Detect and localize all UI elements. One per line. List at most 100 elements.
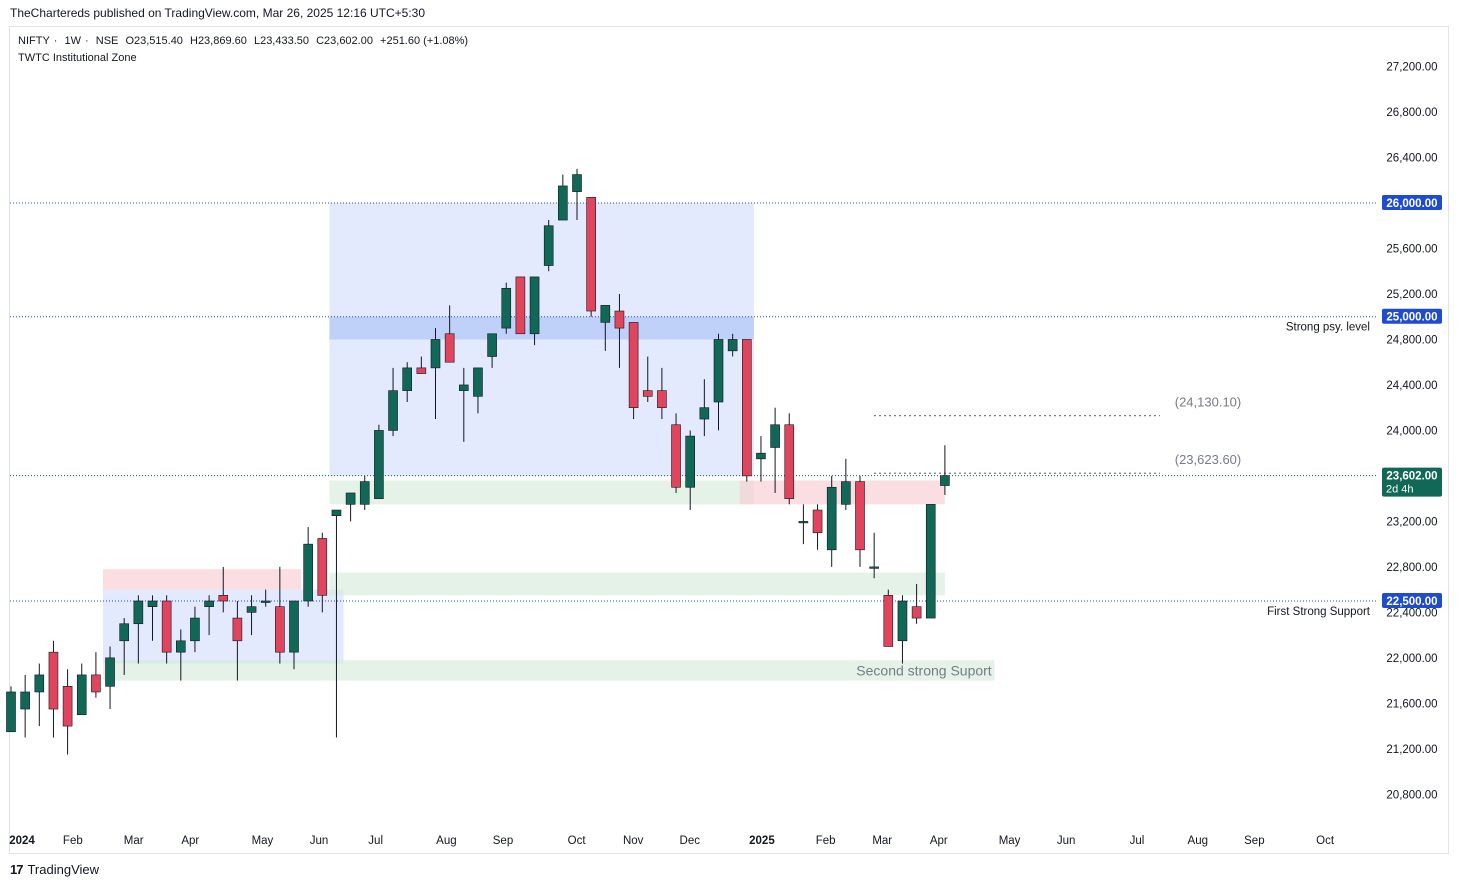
y-tick-label: 22,400.00 — [1386, 607, 1437, 619]
zone-red — [102, 569, 302, 590]
price-badge-label: 25,000.00 — [1386, 312, 1437, 324]
price-badge — [1382, 195, 1442, 210]
candle-body — [855, 481, 865, 551]
x-tick-label: 2025 — [749, 835, 775, 847]
x-tick-label: Aug — [436, 835, 456, 847]
indicator-legend[interactable]: TWTC Institutional Zone — [18, 52, 137, 64]
candle-body — [331, 509, 342, 517]
y-tick-label: 23,200.00 — [1386, 516, 1437, 528]
ohlc-open: O23,515.40 — [125, 35, 183, 47]
price-change: +251.60 (+1.08%) — [380, 35, 469, 47]
candle-body — [741, 339, 752, 477]
brand-name: TradingView — [27, 862, 100, 877]
candle-body — [374, 430, 384, 499]
x-tick-label: Sep — [493, 835, 513, 847]
zone-green — [329, 572, 945, 596]
candle-body — [62, 685, 73, 727]
candle-body — [487, 333, 497, 357]
x-tick-label: Dec — [680, 835, 701, 847]
x-tick-label: Jul — [368, 835, 383, 847]
candle-body — [458, 384, 469, 391]
candle-body — [289, 600, 299, 653]
candle-body — [897, 600, 908, 642]
zone-label: Second strong Suport — [856, 662, 992, 678]
x-tick-label: Jun — [310, 835, 329, 847]
candle-body — [119, 623, 129, 642]
y-tick-label: 27,200.00 — [1386, 62, 1437, 74]
last-price-label: 23,602.00 — [1386, 471, 1437, 483]
x-tick-label: Feb — [63, 835, 83, 847]
last-price-badge — [1382, 467, 1442, 497]
tradingview-logo-icon: 17 — [10, 862, 24, 877]
candle-body — [671, 424, 681, 488]
symbol-name[interactable]: NIFTY — [18, 35, 50, 47]
interval[interactable]: 1W — [64, 35, 82, 47]
y-tick-label: 21,600.00 — [1386, 698, 1437, 710]
candle-body — [713, 339, 724, 403]
candle-body — [430, 339, 441, 369]
candle-body — [218, 595, 229, 602]
level-note: First Strong Support — [1267, 606, 1371, 618]
projection-label: (23,623.60) — [1175, 452, 1242, 467]
candle-body — [20, 691, 30, 710]
ohlc-close: C23,602.00 — [316, 35, 373, 47]
candle-body — [642, 390, 653, 397]
candle-body — [798, 521, 809, 524]
x-tick-label: Jul — [1130, 835, 1145, 847]
candle-body — [416, 367, 427, 374]
y-tick-label: 25,600.00 — [1386, 243, 1437, 255]
x-tick-label: Oct — [1316, 835, 1335, 847]
candle-body — [105, 657, 115, 687]
candle-body — [359, 481, 370, 505]
price-badge-label: 26,000.00 — [1386, 198, 1437, 210]
candle-body — [911, 606, 922, 619]
zone-green — [102, 660, 995, 681]
candle-body — [572, 174, 582, 192]
ohlc-high: H23,869.60 — [190, 35, 247, 47]
candle-body — [34, 674, 45, 693]
price-badge — [1382, 593, 1442, 608]
ohlc-low: L23,433.50 — [253, 35, 310, 47]
x-tick-label: Aug — [1188, 835, 1208, 847]
candle-body — [558, 185, 568, 221]
price-badge-label: 22,500.00 — [1386, 596, 1437, 608]
x-tick-label: Jun — [1057, 835, 1076, 847]
x-tick-label: Oct — [568, 835, 587, 847]
candle-body — [161, 600, 172, 653]
candle-body — [6, 691, 16, 733]
candle-body — [657, 390, 667, 408]
publisher-line: TheChartereds published on TradingView.c… — [10, 6, 426, 20]
candle-body — [826, 486, 837, 551]
candle-body — [812, 509, 823, 534]
candle-body — [756, 452, 766, 460]
candle-body — [204, 600, 214, 607]
projection-label: (24,130.10) — [1175, 395, 1242, 410]
candle-body — [614, 310, 625, 329]
candle-body — [275, 606, 285, 653]
candle-body — [770, 424, 780, 448]
candle-body — [246, 606, 257, 613]
y-tick-label: 24,000.00 — [1386, 425, 1437, 437]
y-tick-label: 24,800.00 — [1386, 334, 1437, 346]
zone-green — [329, 480, 754, 505]
candle-body — [147, 600, 158, 607]
footer-brand[interactable]: 17 TradingView — [10, 862, 99, 877]
y-tick-label: 26,400.00 — [1386, 153, 1437, 165]
y-tick-label: 26,800.00 — [1386, 107, 1437, 119]
candle-body — [600, 305, 611, 323]
candle-body — [925, 504, 936, 619]
candle-body — [76, 674, 87, 716]
candle-body — [402, 367, 413, 391]
candle-body — [345, 492, 356, 505]
x-tick-label: Nov — [623, 835, 644, 847]
candle-body — [869, 566, 879, 569]
candle-body — [501, 287, 512, 329]
x-tick-label: Sep — [1244, 835, 1264, 847]
candle-body — [176, 640, 186, 653]
price-badge — [1382, 308, 1442, 324]
candle-body — [48, 651, 59, 710]
symbol-legend[interactable]: NIFTY · 1W · NSE O23,515.40 H23,869.60 L23… — [18, 35, 469, 47]
y-tick-label: 22,800.00 — [1386, 562, 1437, 574]
candle-body — [190, 617, 200, 642]
